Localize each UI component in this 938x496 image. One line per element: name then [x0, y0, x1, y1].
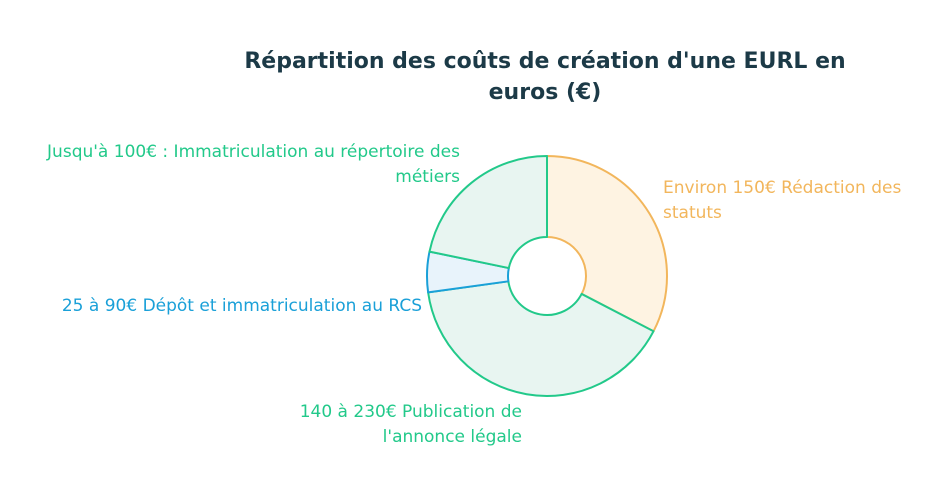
slice-label-redaction-statuts: Environ 150€ Rédaction des statuts — [663, 178, 902, 223]
slice-label-repertoire-metiers: Jusqu'à 100€ : Immatriculation au répert… — [47, 142, 460, 187]
slice-publication-annonce — [427, 280, 655, 397]
chart-title: Répartition des coûts de création d'une … — [244, 49, 846, 105]
slice-redaction-statuts — [546, 155, 668, 333]
slice-label-depot-rcs: 25 à 90€ Dépôt et immatriculation au RCS — [61, 296, 422, 316]
slice-label-publication-annonce: 140 à 230€ Publication de l'annonce léga… — [299, 402, 522, 447]
slice-repertoire-metiers — [428, 155, 548, 270]
